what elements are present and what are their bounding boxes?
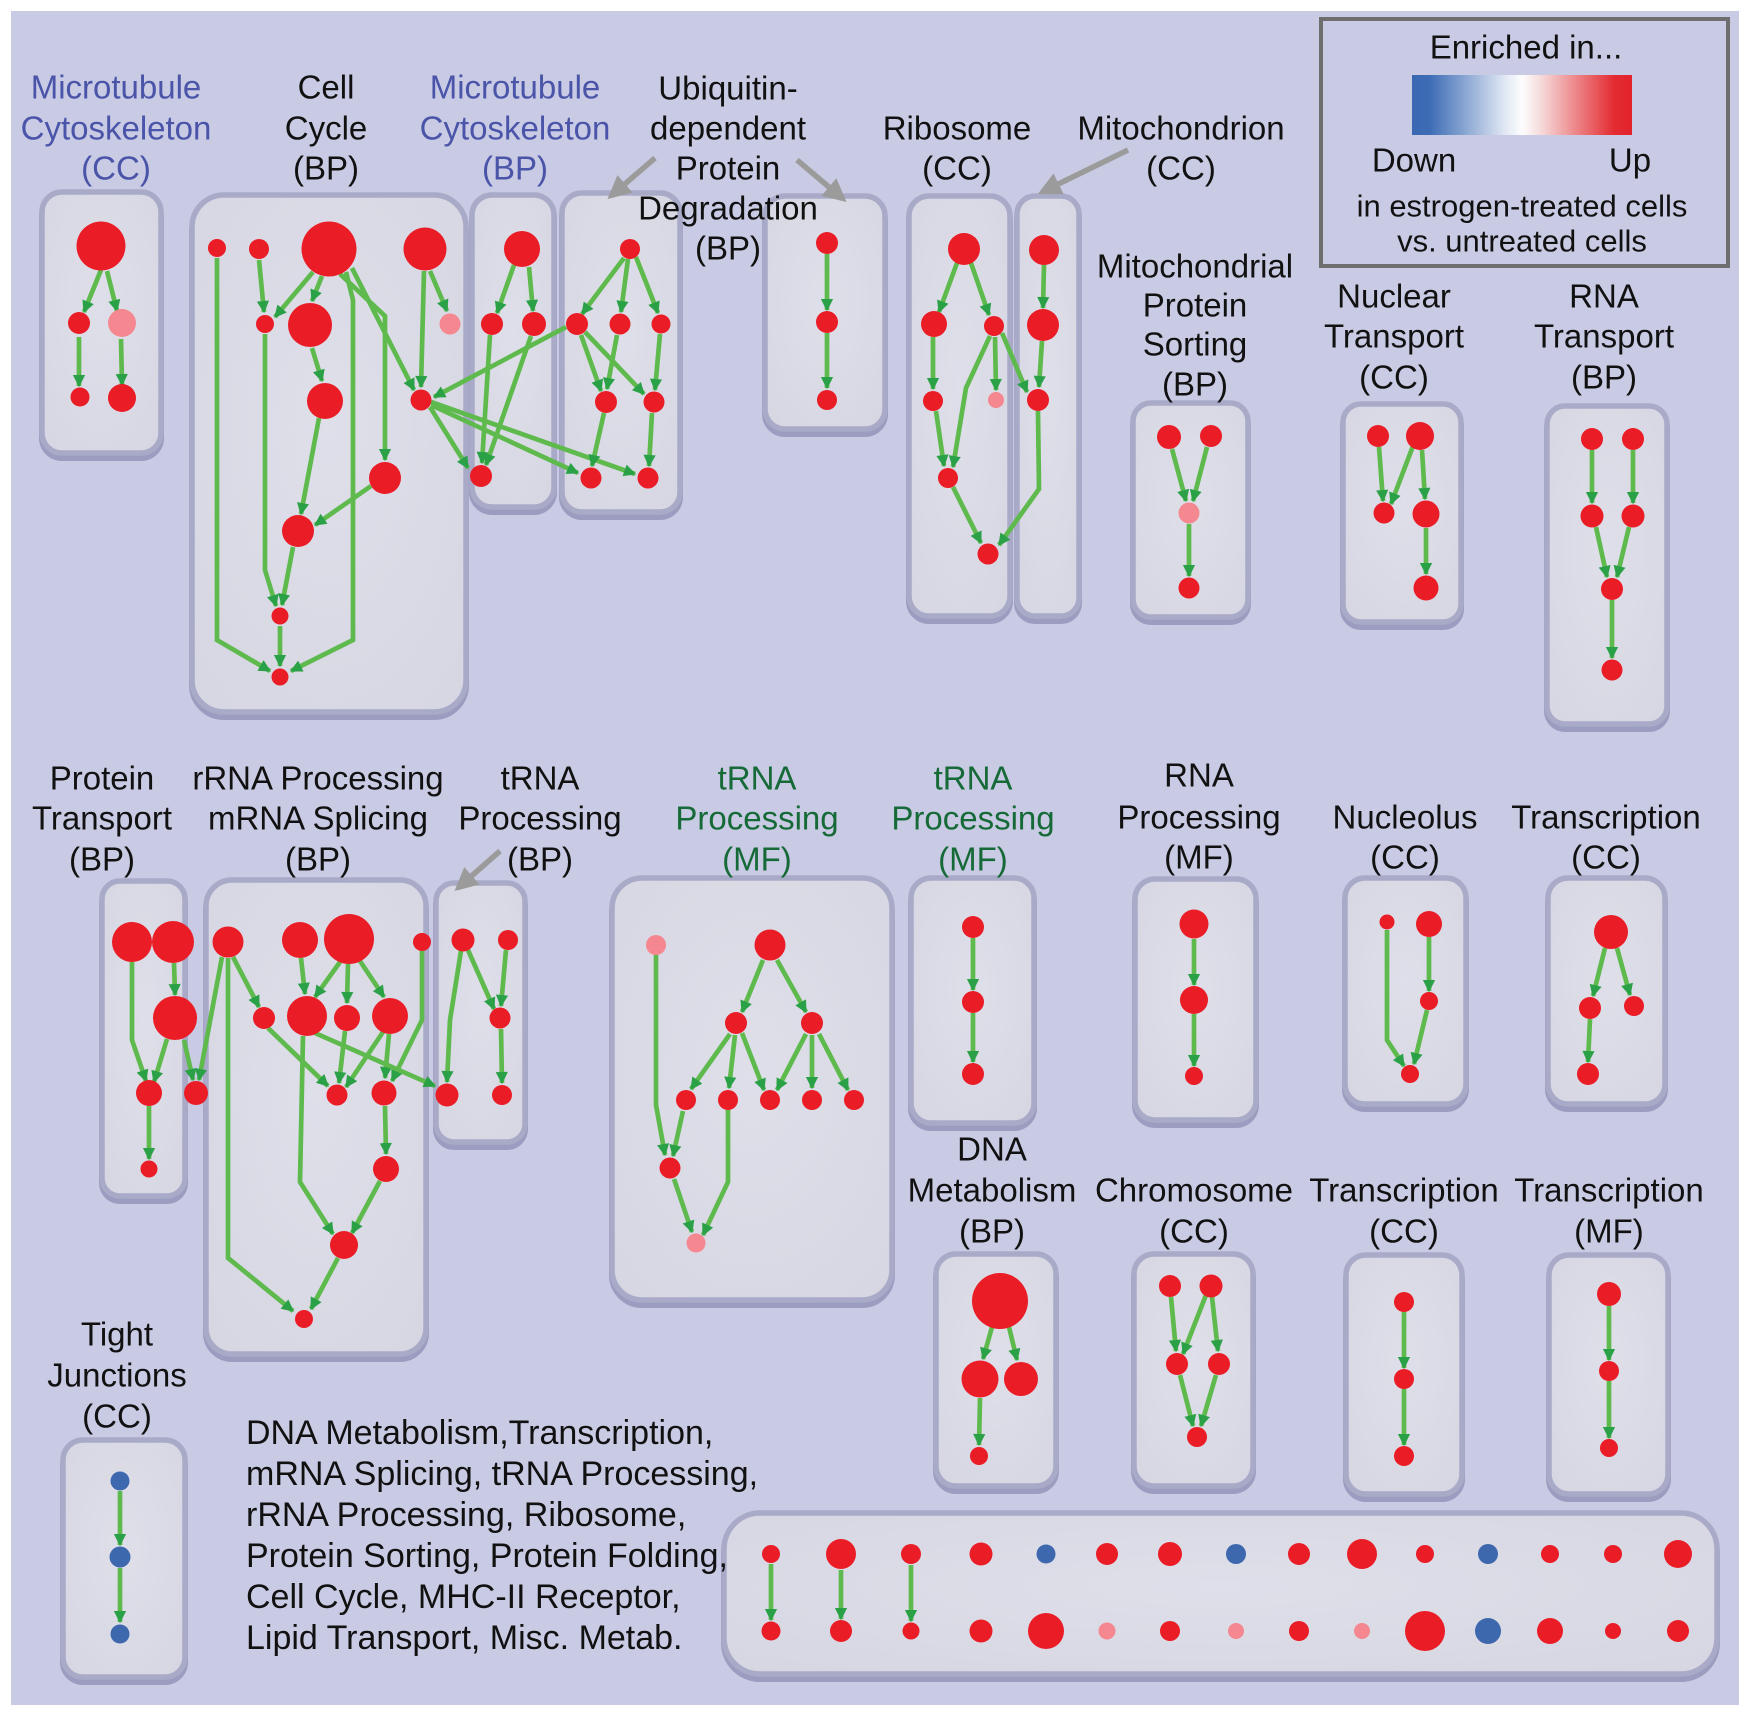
svg-text:Lipid Transport, Misc. Metab.: Lipid Transport, Misc. Metab. (246, 1619, 683, 1657)
svg-text:rRNA Processing: rRNA Processing (192, 760, 443, 797)
svg-text:Processing: Processing (891, 800, 1054, 837)
svg-text:Transcription: Transcription (1511, 799, 1701, 836)
svg-text:(CC): (CC) (1370, 839, 1440, 876)
svg-text:RNA: RNA (1164, 757, 1234, 794)
svg-text:(BP): (BP) (1162, 366, 1228, 403)
svg-text:mRNA Splicing: mRNA Splicing (208, 800, 428, 837)
svg-text:mRNA Splicing, tRNA Processing: mRNA Splicing, tRNA Processing, (246, 1455, 758, 1493)
svg-text:Ribosome: Ribosome (883, 110, 1032, 147)
svg-text:Protein: Protein (676, 150, 781, 187)
svg-text:(CC): (CC) (1159, 1213, 1229, 1250)
svg-text:(BP): (BP) (507, 841, 573, 878)
svg-text:(BP): (BP) (959, 1213, 1025, 1250)
svg-text:tRNA: tRNA (501, 760, 580, 797)
svg-text:Enriched in...: Enriched in... (1430, 29, 1623, 66)
svg-text:Nuclear: Nuclear (1337, 278, 1451, 315)
svg-text:(BP): (BP) (293, 150, 359, 187)
svg-text:(BP): (BP) (482, 150, 548, 187)
svg-text:(CC): (CC) (1369, 1213, 1439, 1250)
svg-text:Cell Cycle, MHC-II Receptor,: Cell Cycle, MHC-II Receptor, (246, 1578, 681, 1616)
svg-text:(MF): (MF) (1164, 839, 1234, 876)
svg-text:Transcription: Transcription (1309, 1172, 1499, 1209)
svg-text:(CC): (CC) (1359, 359, 1429, 396)
svg-text:Processing: Processing (675, 800, 838, 837)
svg-text:(BP): (BP) (1571, 359, 1637, 396)
svg-text:Mitochondrion: Mitochondrion (1077, 110, 1284, 147)
svg-text:Transport: Transport (1534, 318, 1674, 355)
svg-text:(CC): (CC) (1146, 150, 1216, 187)
svg-text:Cytoskeleton: Cytoskeleton (420, 110, 611, 147)
svg-text:Microtubule: Microtubule (31, 69, 202, 106)
svg-text:(CC): (CC) (81, 150, 151, 187)
svg-text:vs. untreated cells: vs. untreated cells (1397, 224, 1647, 259)
svg-text:Down: Down (1372, 142, 1456, 179)
svg-text:Cycle: Cycle (285, 110, 368, 147)
svg-text:tRNA: tRNA (718, 760, 797, 797)
svg-text:Microtubule: Microtubule (430, 69, 601, 106)
svg-text:Tight: Tight (81, 1316, 153, 1353)
svg-text:Degradation: Degradation (638, 190, 818, 227)
svg-text:Junctions: Junctions (47, 1357, 186, 1394)
svg-text:(MF): (MF) (1574, 1213, 1644, 1250)
svg-text:Cell: Cell (298, 69, 355, 106)
svg-text:Transcription: Transcription (1514, 1172, 1704, 1209)
svg-text:Transport: Transport (1324, 318, 1464, 355)
svg-text:(BP): (BP) (69, 841, 135, 878)
svg-text:Nucleolus: Nucleolus (1333, 799, 1478, 836)
svg-text:(MF): (MF) (722, 841, 792, 878)
svg-text:(CC): (CC) (82, 1398, 152, 1435)
svg-text:Cytoskeleton: Cytoskeleton (21, 110, 212, 147)
svg-text:Transport: Transport (32, 800, 172, 837)
svg-text:RNA: RNA (1569, 278, 1639, 315)
svg-text:Processing: Processing (1117, 799, 1280, 836)
svg-text:DNA: DNA (957, 1131, 1027, 1168)
svg-text:(MF): (MF) (938, 841, 1008, 878)
svg-text:tRNA: tRNA (934, 760, 1013, 797)
svg-text:Processing: Processing (458, 800, 621, 837)
svg-text:in estrogen-treated cells: in estrogen-treated cells (1357, 189, 1688, 224)
svg-text:Sorting: Sorting (1143, 326, 1248, 363)
svg-text:Protein: Protein (50, 760, 155, 797)
svg-text:Mitochondrial: Mitochondrial (1097, 248, 1293, 285)
svg-text:DNA Metabolism,Transcription,: DNA Metabolism,Transcription, (246, 1414, 713, 1452)
svg-text:(CC): (CC) (922, 150, 992, 187)
svg-text:dependent: dependent (650, 110, 806, 147)
svg-text:rRNA Processing, Ribosome,: rRNA Processing, Ribosome, (246, 1496, 686, 1534)
svg-text:Up: Up (1609, 142, 1651, 179)
svg-text:Metabolism: Metabolism (908, 1172, 1077, 1209)
svg-text:Ubiquitin-: Ubiquitin- (658, 70, 797, 107)
svg-text:Chromosome: Chromosome (1095, 1172, 1293, 1209)
svg-text:(CC): (CC) (1571, 839, 1641, 876)
svg-text:(BP): (BP) (285, 841, 351, 878)
svg-text:Protein Sorting, Protein Foldi: Protein Sorting, Protein Folding, (246, 1537, 728, 1575)
svg-text:(BP): (BP) (695, 230, 761, 267)
svg-text:Protein: Protein (1143, 287, 1248, 324)
